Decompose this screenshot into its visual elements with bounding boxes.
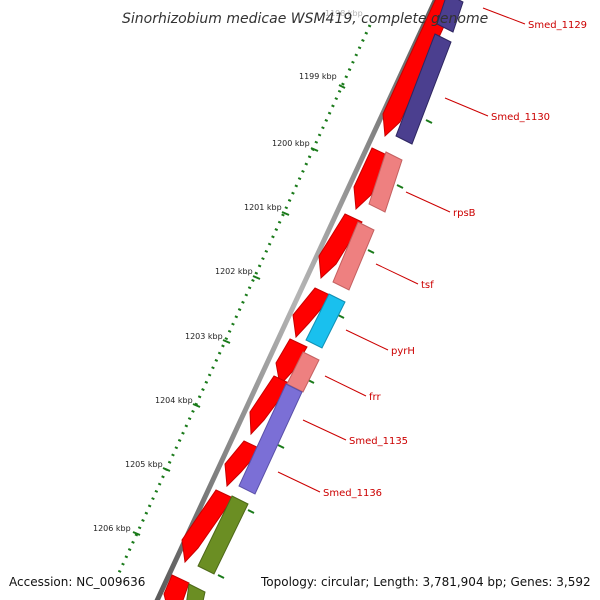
leader-line: [482, 7, 526, 25]
strand-tick: [337, 314, 345, 319]
ruler-tick: [192, 403, 201, 408]
leader-lines: [277, 7, 526, 493]
map-title: Sinorhizobium medicae WSM419, complete g…: [122, 11, 488, 27]
leader-line: [277, 471, 321, 493]
ruler-label: 1198 kbp: [325, 9, 363, 18]
ruler-dotted-line: [116, 24, 372, 576]
gene-bar-pyrH[interactable]: [305, 293, 346, 349]
cds-arrow: [275, 338, 308, 387]
gene-bar-smed-1129[interactable]: [436, 0, 464, 33]
gene-label-smed-1136[interactable]: Smed_1136: [323, 488, 382, 499]
cds-arrow: [181, 489, 234, 564]
topology-text: Topology: circular; Length: 3,781,904 bp…: [260, 575, 591, 589]
gene-bar-next: [186, 583, 206, 600]
gene-bar-smed-1136[interactable]: [197, 495, 249, 575]
gene-label-tsf[interactable]: tsf: [421, 280, 434, 291]
cds-arrow: [318, 213, 363, 280]
ruler-ticks: [132, 84, 346, 536]
leader-line: [375, 263, 419, 285]
gene-label-rpsB[interactable]: rpsB: [453, 208, 476, 219]
ruler-tick: [281, 211, 290, 216]
ruler-label: 1199 kbp: [299, 72, 337, 81]
ruler-label: 1202 kbp: [215, 267, 253, 276]
cds-strand: [163, 0, 457, 600]
strand-tick: [247, 509, 255, 514]
gene-bar-smed-1135[interactable]: [238, 383, 303, 495]
ruler-label: 1200 kbp: [272, 139, 310, 148]
ruler-tick: [310, 147, 319, 152]
gene-label-smed-1135[interactable]: Smed_1135: [349, 436, 408, 447]
gene-bar-frr[interactable]: [286, 351, 320, 393]
leader-line: [405, 191, 451, 213]
leader-line: [324, 375, 367, 397]
strand-tick: [277, 444, 285, 449]
leader-line: [444, 97, 489, 117]
ruler-tick: [222, 339, 231, 344]
gene-label-pyrH[interactable]: pyrH: [391, 346, 415, 357]
strand-tick: [367, 249, 375, 254]
cds-arrow: [382, 0, 457, 138]
leader-line: [345, 329, 389, 351]
strand-tick: [217, 574, 225, 579]
strand-tick: [425, 119, 433, 124]
gene-label-frr[interactable]: frr: [369, 392, 381, 403]
ruler-label: 1206 kbp: [93, 524, 131, 533]
ruler-tick: [132, 531, 141, 536]
gene-bar-smed-1130[interactable]: [395, 33, 452, 145]
strand-tick: [396, 184, 404, 189]
ruler-label: 1204 kbp: [155, 396, 193, 405]
accession-text: Accession: NC_009636: [9, 575, 145, 589]
cds-arrow: [163, 574, 190, 600]
ruler-label: 1203 kbp: [185, 332, 223, 341]
gene-bar-rpsB[interactable]: [368, 151, 403, 213]
leader-line: [302, 419, 347, 441]
ruler-labels: 1198 kbp 1199 kbp 1200 kbp 1201 kbp 1202…: [93, 9, 363, 533]
ruler-tick: [252, 275, 261, 280]
ruler-tick: [162, 467, 171, 472]
ruler-label: 1205 kbp: [125, 460, 163, 469]
gene-bar-tsf[interactable]: [332, 221, 375, 291]
ruler-tick: [338, 84, 346, 89]
gene-label-smed-1129[interactable]: Smed_1129: [528, 20, 587, 31]
gene-bars: [186, 0, 464, 600]
gene-labels: Smed_1129 Smed_1130 rpsB tsf pyrH frr Sm…: [323, 20, 587, 499]
ruler-label: 1201 kbp: [244, 203, 282, 212]
gene-label-smed-1130[interactable]: Smed_1130: [491, 112, 550, 123]
